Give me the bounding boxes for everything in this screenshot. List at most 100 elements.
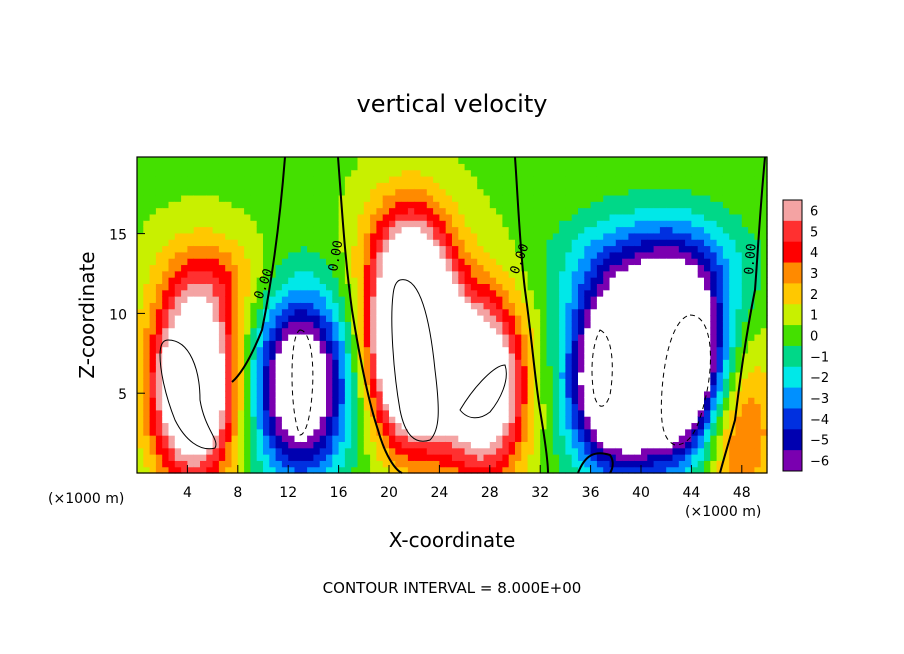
heatmap-cell (634, 264, 642, 272)
heatmap-cell (521, 296, 529, 303)
heatmap-cell (704, 308, 711, 316)
heatmap-cell (206, 416, 214, 424)
heatmap-cell (212, 251, 220, 259)
heatmap-cell (748, 232, 755, 240)
heatmap-cell (414, 327, 422, 335)
heatmap-cell (590, 409, 598, 417)
heatmap-cell (218, 277, 226, 284)
heatmap-cell (256, 403, 264, 411)
heatmap-cell (748, 251, 755, 259)
heatmap-cell (326, 371, 333, 379)
heatmap-cell (370, 441, 377, 449)
heatmap-cell (395, 435, 403, 442)
heatmap-cell (376, 378, 384, 386)
heatmap-cell (735, 169, 743, 177)
heatmap-cell (546, 390, 554, 398)
heatmap-cell (578, 315, 585, 322)
heatmap-cell (244, 403, 251, 411)
heatmap-cell (452, 182, 459, 190)
heatmap-cell (483, 460, 491, 468)
heatmap-cell (193, 460, 201, 468)
heatmap-cell (691, 435, 699, 442)
heatmap-cell (546, 359, 554, 367)
heatmap-cell (218, 466, 226, 474)
heatmap-cell (376, 201, 384, 209)
heatmap-cell (496, 384, 503, 392)
heatmap-cell (332, 220, 340, 228)
heatmap-cell (716, 283, 724, 291)
heatmap-cell (489, 441, 497, 449)
heatmap-cell (326, 365, 333, 373)
heatmap-cell (143, 315, 151, 322)
heatmap-cell (174, 213, 182, 221)
heatmap-cell (370, 182, 377, 190)
heatmap-cell (477, 359, 485, 367)
heatmap-cell (237, 220, 245, 228)
heatmap-cell (704, 333, 711, 341)
heatmap-cell (647, 371, 655, 379)
heatmap-cell (452, 201, 459, 209)
heatmap-cell (672, 340, 680, 348)
heatmap-cell (748, 403, 755, 411)
heatmap-cell (212, 397, 220, 405)
heatmap-cell (452, 245, 459, 253)
heatmap-cell (685, 384, 692, 392)
heatmap-cell (565, 321, 573, 329)
heatmap-cell (470, 251, 478, 259)
heatmap-cell (452, 220, 459, 228)
heatmap-cell (168, 201, 176, 209)
heatmap-cell (206, 315, 214, 322)
heatmap-cell (533, 447, 541, 455)
heatmap-cell (382, 333, 390, 341)
heatmap-cell (578, 327, 585, 335)
heatmap-cell (244, 194, 251, 202)
heatmap-cell (489, 308, 497, 316)
heatmap-cell (634, 270, 642, 278)
heatmap-cell (155, 169, 163, 177)
heatmap-cell (571, 264, 579, 272)
heatmap-cell (275, 315, 283, 322)
heatmap-cell (741, 333, 749, 341)
heatmap-cell (672, 435, 680, 442)
heatmap-cell (666, 390, 674, 398)
heatmap-cell (609, 447, 617, 455)
heatmap-cell (710, 441, 718, 449)
heatmap-cell (559, 226, 566, 234)
heatmap-cell (225, 207, 233, 215)
heatmap-cell (300, 346, 308, 354)
heatmap-cell (407, 308, 415, 316)
heatmap-cell (704, 157, 711, 164)
heatmap-cell (691, 321, 699, 329)
heatmap-cell (275, 277, 283, 284)
heatmap-cell (628, 188, 636, 196)
heatmap-cell (338, 416, 346, 424)
heatmap-cell (168, 416, 176, 424)
heatmap-cell (634, 245, 642, 253)
heatmap-cell (666, 435, 674, 442)
heatmap-cell (584, 277, 592, 284)
heatmap-cell (647, 207, 655, 215)
heatmap-cell (527, 346, 535, 354)
heatmap-cell (521, 163, 529, 171)
heatmap-cell (174, 454, 182, 461)
heatmap-cell (722, 182, 730, 190)
heatmap-cell (237, 416, 245, 424)
heatmap-cell (395, 239, 403, 247)
heatmap-cell (149, 226, 157, 234)
heatmap-cell (590, 163, 598, 171)
heatmap-cell (615, 441, 623, 449)
heatmap-cell (363, 270, 371, 278)
heatmap-cell (502, 296, 510, 303)
heatmap-cell (155, 460, 163, 468)
heatmap-cell (168, 428, 176, 436)
heatmap-cell (281, 182, 289, 190)
heatmap-cell (741, 302, 749, 310)
heatmap-cell (571, 327, 579, 335)
heatmap-cell (697, 232, 705, 240)
heatmap-cell (540, 213, 548, 221)
heatmap-cell (370, 422, 377, 430)
heatmap-cell (533, 422, 541, 430)
heatmap-cell (533, 378, 541, 386)
heatmap-cell (300, 296, 308, 303)
heatmap-cell (647, 157, 655, 164)
